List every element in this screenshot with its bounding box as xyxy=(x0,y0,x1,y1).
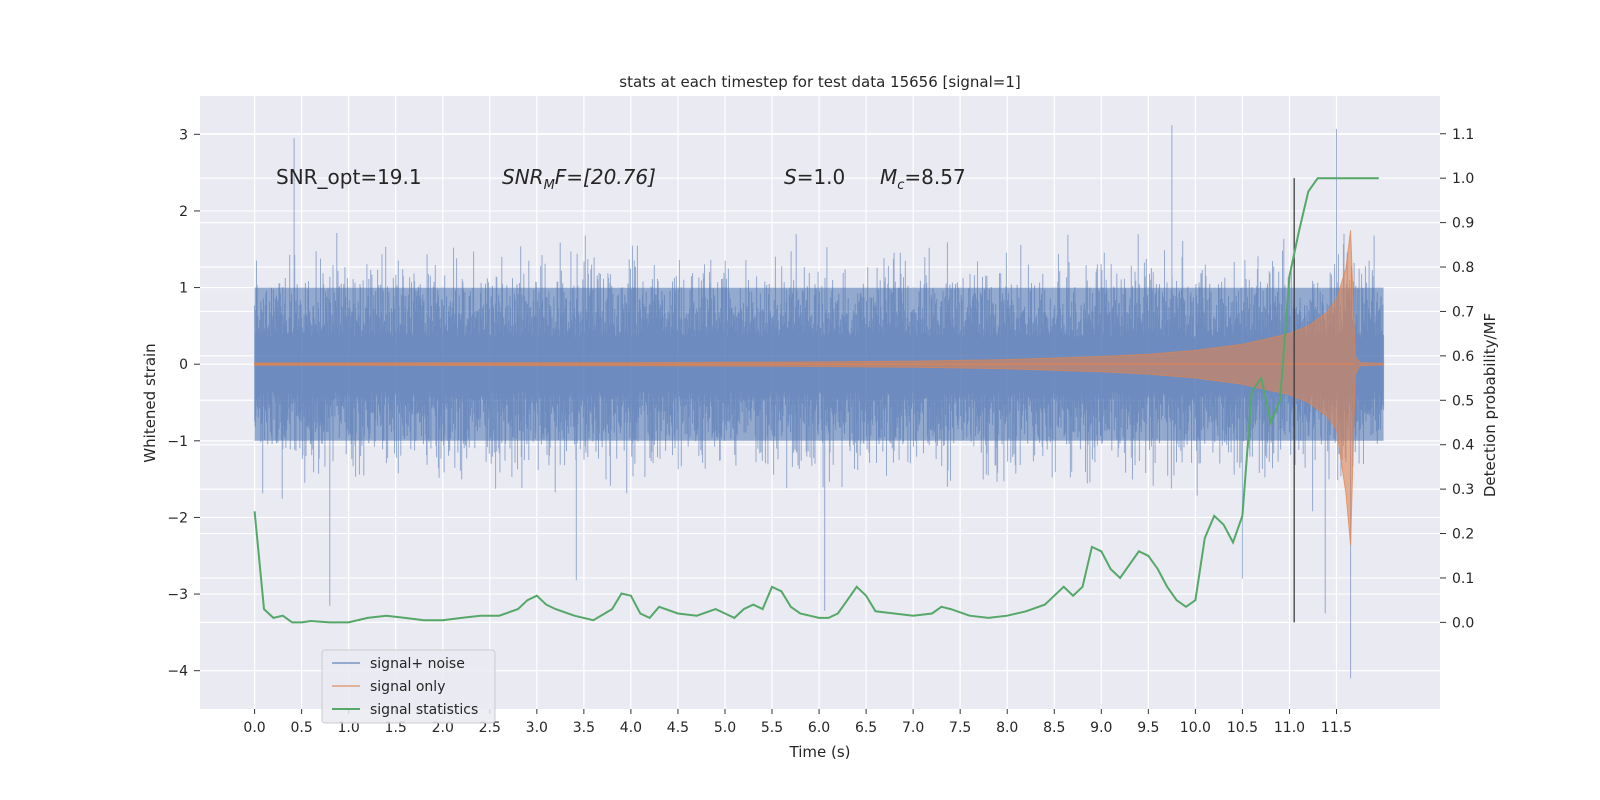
annotation-s: S=1.0 xyxy=(784,165,845,189)
annotation-s-rest: =1.0 xyxy=(797,165,846,189)
series-layer xyxy=(253,125,1385,679)
x-tick-label: 10.0 xyxy=(1180,720,1211,736)
y2-ticks: 1.1 1.0 0.9 0.8 0.7 0.6 0.5 0.4 0.3 0.2 0.1 0.0 xyxy=(1440,127,1474,631)
x-tick-label: 5.0 xyxy=(714,720,736,736)
y2-tick-label: 0.4 xyxy=(1452,438,1474,454)
x-tick-label: 5.5 xyxy=(761,720,783,736)
y-ticks: 3 2 1 0 −1 −2 −3 −4 xyxy=(167,127,200,680)
x-tick-label: 3.0 xyxy=(526,720,548,736)
y2-tick-label: 1.1 xyxy=(1452,127,1474,143)
y2-tick-label: 0.2 xyxy=(1452,527,1474,543)
y-tick-label: −1 xyxy=(167,434,188,450)
legend: signal+ noise signal only signal statist… xyxy=(321,649,496,724)
annotation-mc: Mc=8.57 xyxy=(880,165,966,193)
x-tick-label: 2.5 xyxy=(479,720,501,736)
x-tick-label: 8.5 xyxy=(1043,720,1065,736)
annotation-mc-sub: c xyxy=(897,178,904,193)
y2-tick-label: 0.9 xyxy=(1452,216,1474,232)
x-tick-label: 2.0 xyxy=(432,720,454,736)
y2-tick-label: 0.8 xyxy=(1452,260,1474,276)
y-tick-label: 3 xyxy=(179,127,188,143)
x-tick-label: 7.0 xyxy=(902,720,924,736)
x-tick-label: 4.0 xyxy=(620,720,642,736)
x-tick-label: 3.5 xyxy=(573,720,595,736)
y-tick-label: 0 xyxy=(179,357,188,373)
x-tick-label: 11.0 xyxy=(1274,720,1305,736)
annotation-snr-mf-sub: M xyxy=(544,178,555,193)
legend-label-signal-only: signal only xyxy=(370,679,445,695)
chart-title: stats at each timestep for test data 156… xyxy=(619,73,1020,91)
annotation-snr-mf-rest: F=[20.76] xyxy=(555,165,656,189)
x-tick-label: 10.5 xyxy=(1227,720,1258,736)
x-tick-label: 4.5 xyxy=(667,720,689,736)
x-ticks: 0.0 0.5 1.0 1.5 2.0 2.5 3.0 3.5 4.0 4.5 5.0 5.5 6.0 6… xyxy=(243,709,1352,736)
y-tick-label: −3 xyxy=(167,587,188,603)
legend-label-signal-noise: signal+ noise xyxy=(370,656,465,672)
x-tick-label: 0.5 xyxy=(290,720,312,736)
x-axis-label: Time (s) xyxy=(789,743,851,761)
y-axis-label: Whitened strain xyxy=(141,343,159,462)
x-tick-label: 0.0 xyxy=(243,720,265,736)
y-tick-label: 2 xyxy=(179,204,188,220)
series-signal-statistics xyxy=(253,177,1379,624)
annotation-mc-base: M xyxy=(880,165,897,189)
legend-label-signal-statistics: signal statistics xyxy=(370,702,478,718)
x-tick-label: 9.0 xyxy=(1090,720,1112,736)
y2-tick-label: 0.1 xyxy=(1452,571,1474,587)
y2-tick-label: 0.7 xyxy=(1452,304,1474,320)
y-tick-label: −2 xyxy=(167,510,188,526)
legend-box xyxy=(321,649,496,724)
x-tick-label: 6.0 xyxy=(808,720,830,736)
annotation-snr-mf: SNRMF=[20.76] xyxy=(502,165,656,193)
y2-tick-label: 0.3 xyxy=(1452,482,1474,498)
x-tick-label: 6.5 xyxy=(855,720,877,736)
y2-tick-label: 0.0 xyxy=(1452,615,1474,631)
y-tick-label: 1 xyxy=(179,281,188,297)
x-tick-label: 9.5 xyxy=(1137,720,1159,736)
annotation-s-var: S xyxy=(784,165,797,189)
x-tick-label: 11.5 xyxy=(1321,720,1352,736)
y-tick-label: −4 xyxy=(167,664,188,680)
x-tick-label: 1.5 xyxy=(385,720,407,736)
annotation-mc-rest: =8.57 xyxy=(904,165,965,189)
y2-tick-label: 1.0 xyxy=(1452,171,1474,187)
x-tick-label: 7.5 xyxy=(949,720,971,736)
x-tick-label: 1.0 xyxy=(338,720,360,736)
y2-tick-label: 0.6 xyxy=(1452,349,1474,365)
y2-axis-label: Detection probability/MF xyxy=(1481,313,1499,497)
x-tick-label: 8.0 xyxy=(996,720,1018,736)
annotation-snr-opt: SNR_opt=19.1 xyxy=(276,165,422,189)
y2-tick-label: 0.5 xyxy=(1452,393,1474,409)
annotation-snr-mf-base: SNR xyxy=(502,165,544,189)
series-signal-only xyxy=(254,230,1385,546)
